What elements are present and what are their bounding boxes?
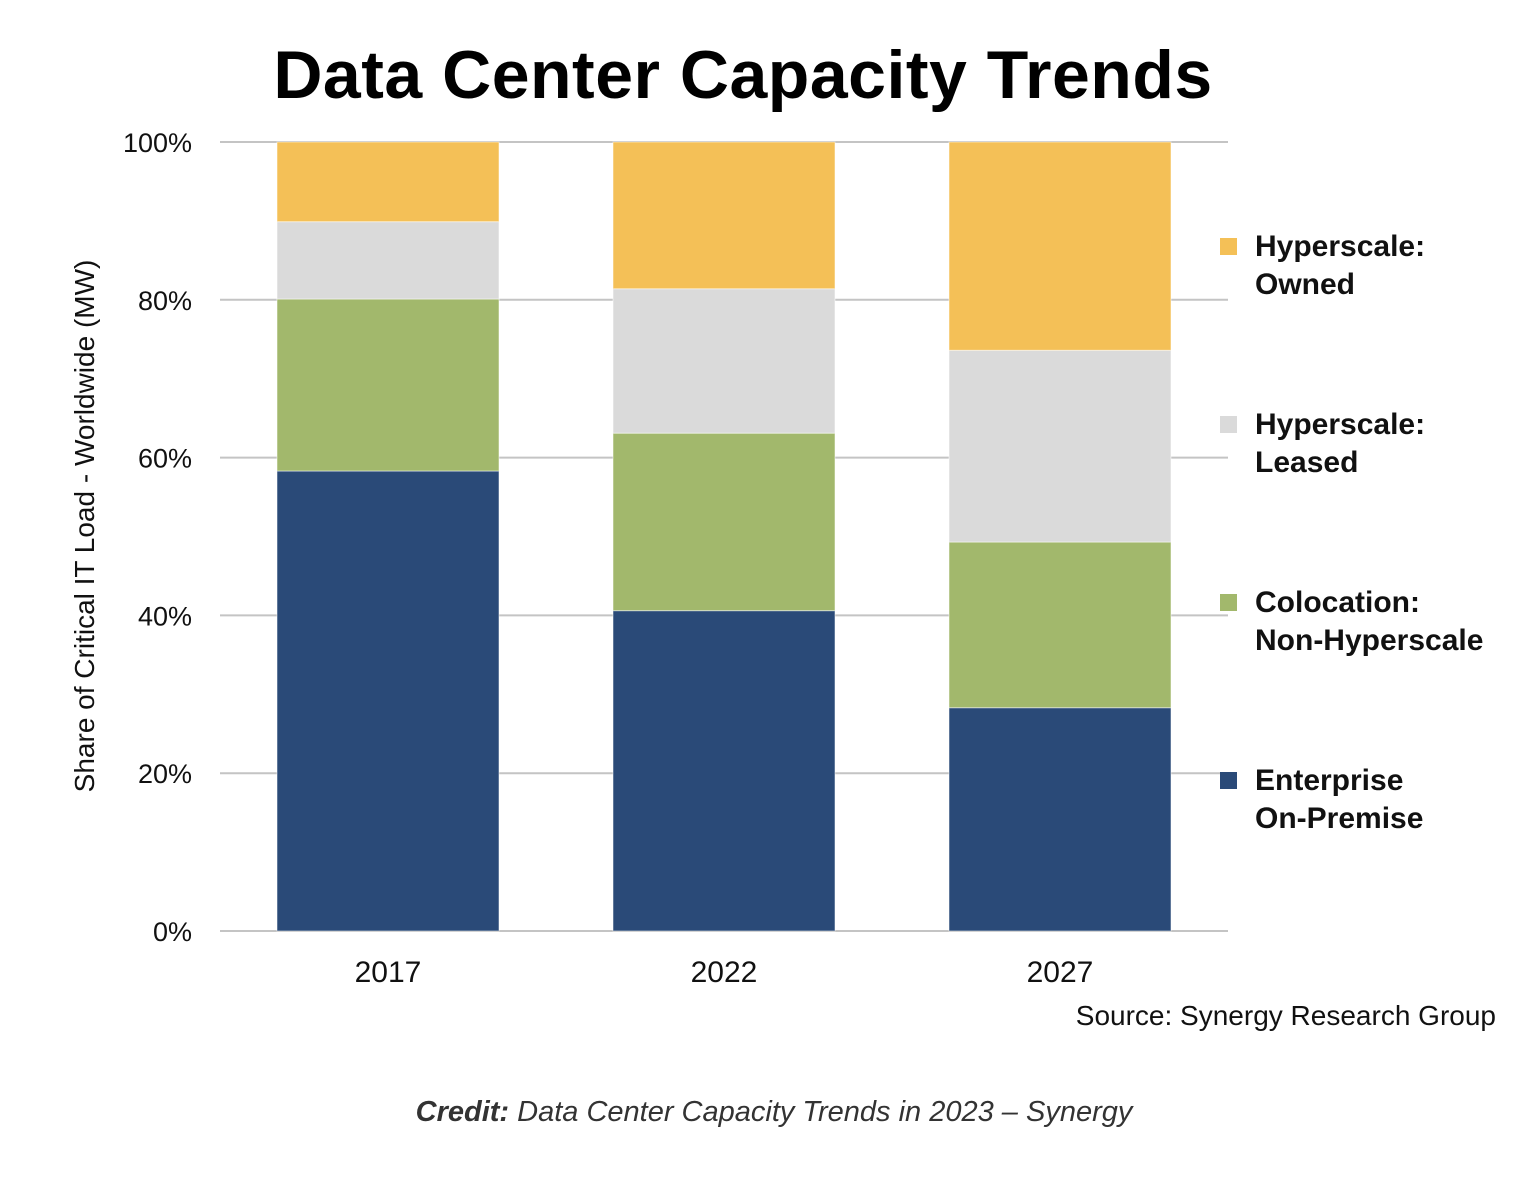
y-tick-label: 80% [138, 286, 192, 316]
x-tick-label: 2022 [691, 956, 758, 989]
bar-segment-colocation-2022 [612, 432, 836, 612]
legend-swatch [1220, 594, 1237, 611]
bar-segment-colocation-2027 [948, 541, 1172, 709]
bar-segment-hyperscale-2017 [276, 141, 500, 223]
bar-segment-hyperscale-2022 [612, 288, 836, 434]
y-tick-label: 20% [138, 759, 192, 789]
y-tick-label: 60% [138, 444, 192, 474]
y-tick-labels: 0% 20% 40% 60% 80% 100% [123, 128, 192, 947]
bar-segment-colocation-2017 [276, 298, 500, 472]
bar-segment-hyperscale-2027 [948, 349, 1172, 543]
x-tick-label: 2017 [355, 956, 422, 989]
legend-swatch [1220, 416, 1237, 433]
source-note: Source: Synergy Research Group [1075, 1000, 1496, 1031]
chart-title: Data Center Capacity Trends [273, 37, 1213, 113]
bars [276, 141, 1172, 932]
bar-segment-hyperscale-2022 [612, 141, 836, 290]
x-tick-label: 2027 [1027, 956, 1094, 989]
x-tick-labels: 2017 2022 2027 [355, 956, 1094, 989]
caption: Credit: Data Center Capacity Trends in 2… [0, 1096, 1518, 1129]
y-axis-label: Share of Critical IT Load - Worldwide (M… [69, 260, 100, 793]
legend-swatch [1220, 772, 1237, 789]
legend-label: Hyperscale: Leased [1255, 408, 1426, 479]
bar-segment-hyperscale-2017 [276, 221, 500, 300]
caption-text: Data Center Capacity Trends in 2023 – Sy… [509, 1096, 1133, 1128]
y-tick-label: 40% [138, 601, 192, 631]
bar-segment-hyperscale-2027 [948, 141, 1172, 351]
bar-segment-enterprise-2027 [948, 707, 1172, 932]
legend-swatch [1220, 238, 1237, 255]
bar-segment-enterprise-2017 [276, 470, 500, 932]
y-tick-label: 100% [123, 128, 192, 158]
bar-segment-enterprise-2022 [612, 610, 836, 932]
legend-label: Enterprise On-Premise [1255, 764, 1424, 835]
credit-label: Credit: [415, 1096, 510, 1128]
legend-label: Hyperscale: Owned [1255, 230, 1426, 301]
y-tick-label: 0% [153, 917, 192, 947]
legend-label: Colocation: Non-Hyperscale [1255, 586, 1484, 657]
